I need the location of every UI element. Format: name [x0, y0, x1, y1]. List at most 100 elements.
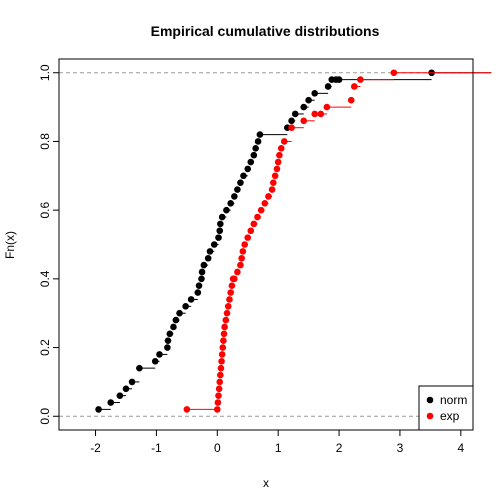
y-tick-label: 0.2: [38, 339, 52, 356]
point-exp: [215, 385, 223, 393]
series-exp: [183, 69, 492, 413]
point-norm: [237, 179, 244, 186]
point-norm: [187, 296, 195, 303]
point-norm: [324, 83, 332, 90]
legend-marker-norm: [426, 396, 434, 404]
legend-box: [418, 385, 474, 431]
point-norm: [176, 309, 183, 317]
legend-marker-exp: [426, 412, 434, 420]
point-exp: [254, 213, 261, 221]
point-exp: [213, 406, 221, 413]
point-exp: [215, 392, 222, 399]
point-norm: [206, 248, 214, 255]
x-tick-label: 1: [275, 441, 282, 455]
point-exp: [247, 227, 255, 235]
point-norm: [247, 158, 255, 166]
point-exp: [237, 261, 244, 269]
x-axis: -2 -1 0 1 2 3 4: [90, 430, 464, 455]
point-norm: [172, 316, 180, 324]
point-norm: [128, 378, 136, 386]
y-tick-label: 0.6: [38, 201, 52, 218]
point-exp: [323, 103, 331, 111]
point-exp: [227, 289, 234, 296]
point-norm: [194, 289, 202, 296]
point-exp: [273, 165, 281, 173]
point-norm: [311, 90, 319, 97]
point-norm: [223, 206, 230, 214]
point-exp: [347, 96, 355, 104]
point-norm: [218, 213, 226, 221]
point-exp: [274, 158, 282, 166]
x-tick-label: 3: [397, 441, 404, 455]
point-norm: [122, 385, 130, 393]
chart-title: Empirical cumulative distributions: [151, 23, 380, 39]
x-tick-label: 2: [336, 441, 343, 455]
x-tick-label: 0: [214, 441, 221, 455]
point-exp: [257, 206, 265, 214]
point-norm: [217, 220, 224, 228]
point-norm: [305, 96, 312, 104]
point-norm: [195, 282, 203, 290]
point-exp: [277, 145, 285, 152]
point-norm: [227, 199, 234, 207]
legend: norm exp: [418, 385, 474, 431]
point-norm: [335, 76, 343, 83]
point-norm: [291, 110, 299, 118]
point-norm: [252, 145, 259, 152]
point-exp: [357, 76, 364, 83]
point-norm: [164, 337, 172, 344]
point-exp: [218, 357, 225, 365]
plot-frame: [58, 58, 474, 431]
legend-label-exp: exp: [440, 409, 460, 423]
point-exp: [216, 378, 224, 386]
point-norm: [288, 117, 295, 125]
point-norm: [164, 344, 171, 351]
point-norm: [107, 399, 115, 406]
y-tick-label: 0.4: [38, 270, 52, 287]
point-exp: [183, 406, 191, 413]
point-exp: [228, 282, 236, 290]
point-norm: [170, 323, 177, 331]
y-axis: 0.0 0.2 0.4 0.6 0.8 1.0: [38, 64, 59, 425]
y-axis-label: Fn(x): [3, 231, 17, 259]
point-norm: [166, 330, 174, 338]
point-exp: [300, 117, 308, 125]
plot-area: [59, 69, 492, 417]
point-exp: [311, 110, 319, 118]
point-exp: [222, 316, 230, 324]
x-axis-label: x: [263, 476, 269, 490]
point-norm: [234, 186, 241, 193]
point-exp: [217, 371, 224, 379]
point-exp: [239, 248, 247, 255]
point-exp: [217, 364, 225, 372]
point-exp: [220, 337, 227, 344]
point-exp: [280, 138, 288, 145]
point-exp: [271, 172, 279, 180]
point-exp: [241, 241, 248, 248]
point-norm: [151, 357, 159, 365]
point-norm: [156, 351, 163, 358]
point-exp: [218, 351, 226, 358]
point-exp: [244, 234, 252, 241]
point-norm: [210, 241, 218, 248]
point-norm: [216, 227, 224, 235]
point-norm: [116, 392, 124, 399]
point-exp: [270, 179, 277, 186]
legend-label-norm: norm: [440, 393, 467, 407]
point-exp: [276, 151, 283, 159]
point-norm: [240, 172, 247, 180]
point-exp: [221, 323, 228, 331]
point-norm: [182, 303, 189, 310]
point-exp: [250, 220, 258, 228]
x-tick-label: -1: [151, 441, 162, 455]
x-tick-label: 4: [457, 441, 464, 455]
point-exp: [224, 303, 232, 310]
point-norm: [300, 103, 308, 111]
point-norm: [200, 261, 208, 269]
series-norm: [95, 69, 492, 413]
point-norm: [198, 275, 205, 283]
point-exp: [231, 275, 238, 283]
point-norm: [231, 193, 238, 200]
point-exp: [288, 124, 295, 132]
